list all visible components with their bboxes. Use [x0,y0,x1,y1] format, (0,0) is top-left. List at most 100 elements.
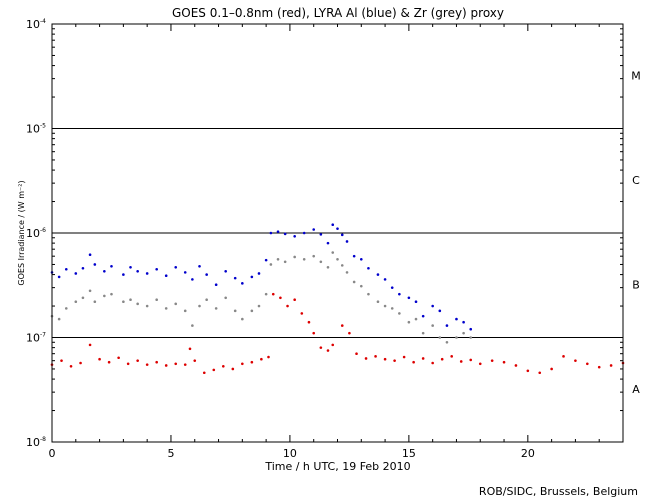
data-series [50,223,625,375]
data-point [340,233,344,237]
data-point [431,324,434,327]
data-point [514,364,518,367]
data-point [283,232,287,236]
data-point [241,282,244,285]
flare-class-label: B [632,279,640,292]
data-point [302,258,306,261]
data-point [440,357,444,361]
data-point [64,267,68,271]
data-point [597,365,601,369]
data-point [293,255,296,259]
data-point [271,292,275,296]
plot-area: 0 5 10 15 20 10-8 10-7 10-6 10-5 10-4 A B C M [26,18,641,460]
data-point [383,278,387,281]
y-tick-label: 10-7 [26,332,46,345]
data-point [164,364,168,367]
data-point [312,254,316,258]
data-point [407,296,411,300]
data-point [164,307,168,310]
chart-title: GOES 0.1–0.8nm (red), LYRA Al (blue) & Z… [172,6,504,20]
data-point [205,273,208,276]
data-point [414,317,418,321]
data-point [269,231,273,235]
x-tick-label: 10 [283,447,297,460]
data-point [64,307,68,310]
data-point [164,274,168,278]
x-tick-label: 5 [167,447,174,460]
data-point [60,359,63,362]
data-point [122,273,125,276]
data-point [421,314,425,318]
data-point [264,258,268,262]
data-point [478,362,482,366]
data-point [331,343,335,347]
data-point [129,298,132,302]
data-point [293,234,296,238]
data-point [191,278,194,281]
data-point [117,356,120,360]
data-point [490,359,494,362]
data-point [155,298,158,302]
data-point [250,309,254,313]
data-point [241,362,244,366]
data-point [276,258,280,261]
y-tick-label: 10-8 [26,436,46,449]
data-point [574,359,577,362]
data-point [198,265,201,268]
data-point [202,371,206,375]
data-point [264,292,268,296]
data-point [319,346,323,349]
flare-class-lines [52,128,623,338]
y-tick-label: 10-5 [26,123,46,136]
data-point [319,260,323,264]
flare-class-labels: A B C M [631,70,641,396]
x-tick-label: 15 [402,447,416,460]
data-point [307,320,311,324]
data-point [421,357,425,360]
data-point [93,263,97,266]
data-point [212,368,216,372]
data-point [431,361,434,365]
data-point [367,292,370,296]
data-point [538,371,542,375]
data-point [445,324,449,327]
data-point [198,304,201,308]
data-point [93,300,97,304]
data-point [450,355,454,358]
data-point [155,267,158,271]
data-point [374,355,377,358]
data-point [345,271,349,274]
data-point [336,258,339,261]
data-point [233,309,237,313]
data-point [231,367,235,371]
x-tick-label: 20 [521,447,535,460]
data-point [455,317,458,321]
y-tick-label: 10-4 [26,18,46,31]
series-group [50,251,473,344]
data-point [224,296,227,300]
data-point [345,240,349,243]
flare-class-label: M [631,70,641,83]
data-point [390,286,394,289]
data-point [355,352,358,355]
data-point [293,298,296,302]
data-point [145,363,149,366]
data-point [359,284,363,288]
data-point [107,360,111,364]
data-point [224,270,227,273]
data-point [188,347,192,351]
x-axis-label: Time / h UTC, 19 Feb 2010 [264,460,410,473]
data-point [174,265,178,269]
data-point [79,361,82,365]
data-point [431,304,434,308]
data-point [562,355,565,358]
x-axis: 0 5 10 15 20 [49,24,624,460]
data-point [469,327,473,331]
data-point [331,251,335,254]
data-point [257,304,261,308]
data-point [462,320,465,324]
data-point [103,270,106,273]
data-point [103,294,106,298]
data-point [469,358,473,362]
data-point [438,336,442,339]
